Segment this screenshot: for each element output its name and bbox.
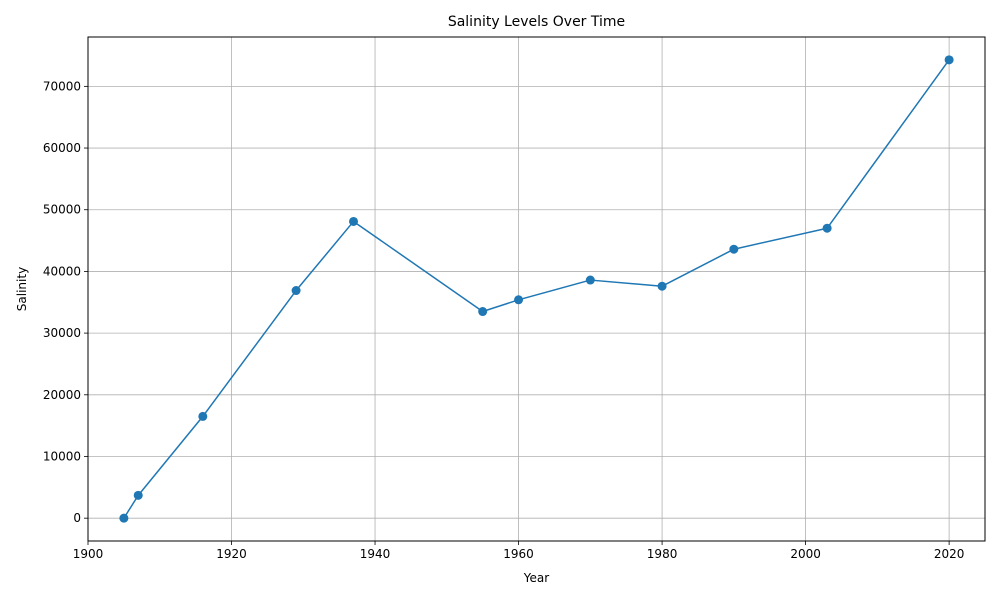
x-tick-label: 2020 bbox=[934, 547, 965, 561]
data-point bbox=[822, 223, 832, 233]
data-point bbox=[478, 307, 488, 317]
series-salinity bbox=[119, 55, 954, 523]
x-tick-label: 1940 bbox=[360, 547, 391, 561]
data-point bbox=[729, 244, 739, 254]
x-tick-label: 2000 bbox=[790, 547, 821, 561]
x-tick-label: 1920 bbox=[216, 547, 247, 561]
y-tick-label: 30000 bbox=[43, 326, 81, 340]
grid-lines bbox=[87, 37, 985, 541]
series-line bbox=[123, 59, 950, 519]
y-tick-label: 0 bbox=[73, 511, 81, 525]
x-tick-label: 1960 bbox=[503, 547, 534, 561]
y-axis-label: Salinity bbox=[15, 267, 29, 311]
data-point bbox=[585, 275, 595, 285]
y-tick-label: 70000 bbox=[43, 79, 81, 93]
data-point bbox=[657, 281, 667, 291]
y-tick-label: 60000 bbox=[43, 141, 81, 155]
data-point bbox=[119, 513, 129, 523]
y-tick-label: 20000 bbox=[43, 388, 81, 402]
data-point bbox=[133, 490, 143, 500]
x-axis-label: Year bbox=[523, 571, 549, 585]
axis-ticks: 1900 1920 1940 1960 1980 2000 2020 0 10000 20000 3… bbox=[43, 79, 965, 561]
y-tick-label: 40000 bbox=[43, 264, 81, 278]
x-tick-label: 1900 bbox=[73, 547, 104, 561]
data-point bbox=[198, 411, 208, 421]
chart-title: Salinity Levels Over Time bbox=[448, 14, 625, 30]
plot-frame bbox=[87, 36, 986, 542]
data-point bbox=[514, 295, 524, 305]
data-point bbox=[944, 55, 954, 65]
x-tick-label: 1980 bbox=[647, 547, 678, 561]
data-point bbox=[291, 286, 301, 296]
data-point bbox=[349, 216, 359, 226]
y-tick-label: 50000 bbox=[43, 203, 81, 217]
y-tick-label: 10000 bbox=[43, 449, 81, 463]
